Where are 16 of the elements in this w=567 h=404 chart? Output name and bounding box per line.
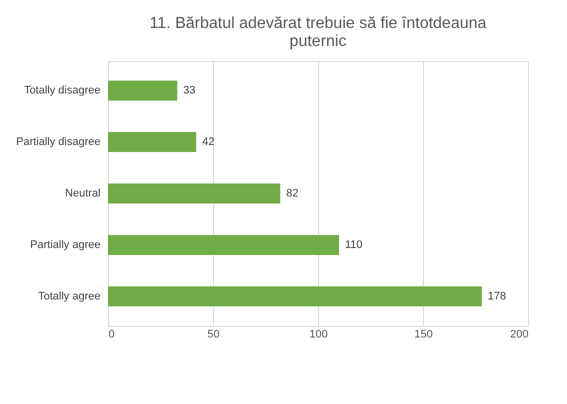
x-tick-label: 200 xyxy=(510,328,528,340)
y-tick-label: Partially agree xyxy=(30,238,100,251)
y-tick-label: Neutral xyxy=(65,188,100,200)
y-tick-label: Totally disagree xyxy=(24,84,100,97)
x-tick-label: 150 xyxy=(414,328,433,340)
data-label: 82 xyxy=(286,188,298,200)
data-label: 110 xyxy=(345,238,363,251)
chart-title: 11. Bărbatul adevărat trebuie să fie întotdeauna puternic xyxy=(150,15,487,50)
y-tick-label: Partially disagree xyxy=(16,136,100,148)
data-label: 178 xyxy=(488,290,506,302)
y-tick-label: Totally agree xyxy=(38,290,100,302)
x-tick-label: 100 xyxy=(309,328,328,340)
data-label: 33 xyxy=(183,84,196,97)
data-label: 42 xyxy=(202,136,214,148)
x-tick-label: 0 xyxy=(108,328,115,340)
x-tick-label: 50 xyxy=(207,328,220,340)
